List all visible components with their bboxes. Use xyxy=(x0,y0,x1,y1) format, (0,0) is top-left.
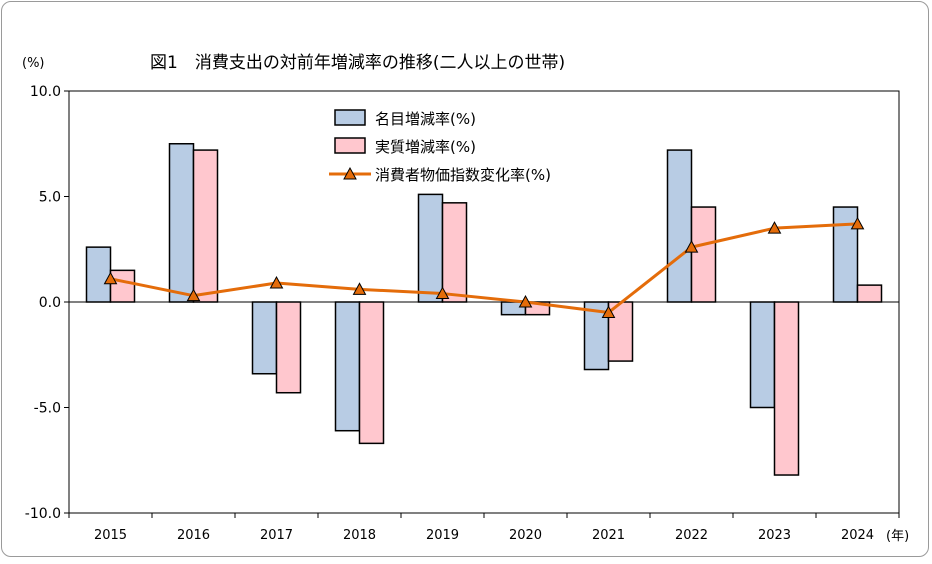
legend-swatch-cpi-marker xyxy=(343,166,357,180)
cpi-line xyxy=(110,222,858,315)
bar-nominal-2015 xyxy=(85,246,112,303)
legend: 名目増減率(%) 実質増減率(%) 消費者物価指数変化率(%) xyxy=(329,109,551,184)
y-tick-label: -5.0 xyxy=(34,401,61,417)
x-tick-label: 2016 xyxy=(177,528,210,543)
bar-real-2019 xyxy=(441,202,468,303)
y-tick-label: 0.0 xyxy=(39,295,61,311)
bar-nominal-2017 xyxy=(251,301,278,375)
cpi-point-2017 xyxy=(269,275,284,289)
cpi-point-2015 xyxy=(103,271,118,285)
bar-real-2015 xyxy=(109,269,136,303)
bar-real-2016 xyxy=(192,149,219,303)
cpi-point-2021 xyxy=(601,305,616,319)
bar-nominal-2019 xyxy=(417,193,444,303)
bar-nominal-2018 xyxy=(334,301,361,432)
bar-nominal-2016 xyxy=(168,143,195,303)
x-tick-label: 2015 xyxy=(94,528,127,543)
bar-real-2024 xyxy=(856,284,883,303)
bar-real-2018 xyxy=(358,301,385,445)
legend-label-nominal: 名目増減率(%) xyxy=(375,110,476,128)
line-layer xyxy=(103,216,865,319)
bar-real-2017 xyxy=(275,301,302,394)
y-tick-label: 10.0 xyxy=(30,84,61,100)
axis-layer: 10.0 5.0 0.0 -5.0 -10.0 2015 2016 2017 2018 2019 2… xyxy=(25,84,900,543)
x-tick-label: 2022 xyxy=(675,528,708,543)
y-tick-label: -10.0 xyxy=(25,506,61,522)
cpi-point-2019 xyxy=(435,286,450,300)
bar-nominal-2024 xyxy=(832,206,859,303)
bar-real-2021 xyxy=(607,301,634,362)
cpi-point-2016 xyxy=(186,288,201,302)
cpi-point-2018 xyxy=(352,282,367,295)
x-tick-label: 2024 xyxy=(841,528,874,543)
x-tick-label: 2017 xyxy=(260,528,293,543)
cpi-point-2024 xyxy=(850,216,865,230)
legend-swatch-nominal xyxy=(334,109,366,126)
cpi-point-2020 xyxy=(518,294,533,308)
x-tick-label: 2023 xyxy=(758,528,791,543)
cpi-point-2023 xyxy=(767,221,782,234)
bars-layer xyxy=(85,143,883,476)
bar-real-2023 xyxy=(773,301,800,476)
bar-real-2022 xyxy=(690,206,717,303)
x-tick-label: 2018 xyxy=(343,528,376,543)
x-axis-unit-label: (年) xyxy=(886,529,909,544)
chart-title: 図1 消費支出の対前年増減率の推移(二人以上の世帯) xyxy=(150,53,565,73)
x-tick-label: 2020 xyxy=(509,528,542,543)
cpi-point-2022 xyxy=(684,240,699,253)
x-tick-label: 2021 xyxy=(592,528,625,543)
bar-nominal-2023 xyxy=(749,301,776,409)
y-tick-label: 5.0 xyxy=(39,190,61,206)
legend-label-cpi: 消費者物価指数変化率(%) xyxy=(375,166,551,184)
legend-swatch-real xyxy=(334,137,366,154)
x-tick-label: 2019 xyxy=(426,528,459,543)
y-axis-unit-label: (%) xyxy=(22,56,45,71)
legend-label-real: 実質増減率(%) xyxy=(375,138,476,156)
bar-nominal-2022 xyxy=(666,149,693,303)
